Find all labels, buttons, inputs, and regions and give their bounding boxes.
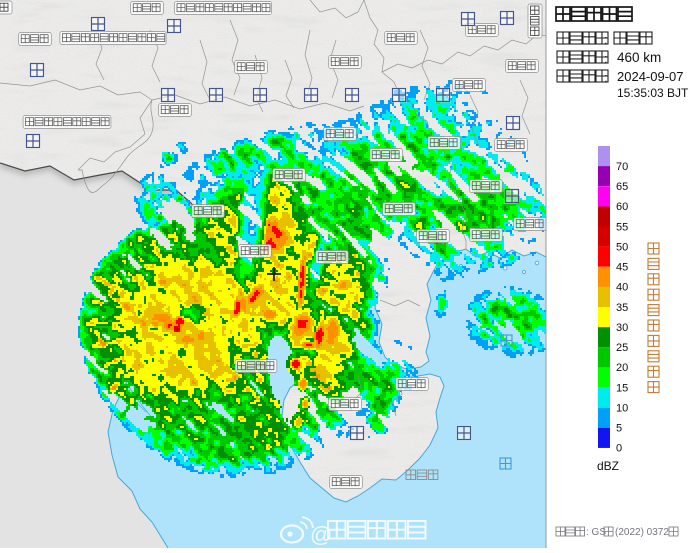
svg-text:40: 40 (616, 282, 628, 294)
svg-text:70: 70 (616, 161, 628, 173)
svg-text:55: 55 (616, 221, 628, 233)
svg-text:65: 65 (616, 181, 628, 193)
svg-text:35: 35 (616, 302, 628, 314)
svg-text:45: 45 (616, 262, 628, 274)
svg-text:15: 15 (616, 382, 628, 394)
svg-text:@: @ (310, 522, 332, 547)
svg-text::: : (604, 51, 608, 66)
svg-text:dBZ: dBZ (597, 459, 619, 473)
svg-text:15:35:03 BJT: 15:35:03 BJT (617, 86, 689, 100)
svg-text:25: 25 (616, 342, 628, 354)
svg-text:30: 30 (616, 322, 628, 334)
svg-text:50: 50 (616, 241, 628, 253)
svg-text:60: 60 (616, 201, 628, 213)
svg-text:: GS: : GS (586, 527, 606, 538)
svg-text::: : (604, 70, 608, 85)
svg-text:(2022) 0372: (2022) 0372 (615, 527, 669, 538)
svg-text:5: 5 (616, 423, 622, 435)
svg-text:2024-09-07: 2024-09-07 (617, 69, 684, 84)
svg-text:460 km: 460 km (617, 50, 661, 65)
svg-text:0: 0 (616, 443, 622, 455)
svg-text:20: 20 (616, 362, 628, 374)
svg-text::: : (604, 32, 608, 47)
svg-text:10: 10 (616, 403, 628, 415)
